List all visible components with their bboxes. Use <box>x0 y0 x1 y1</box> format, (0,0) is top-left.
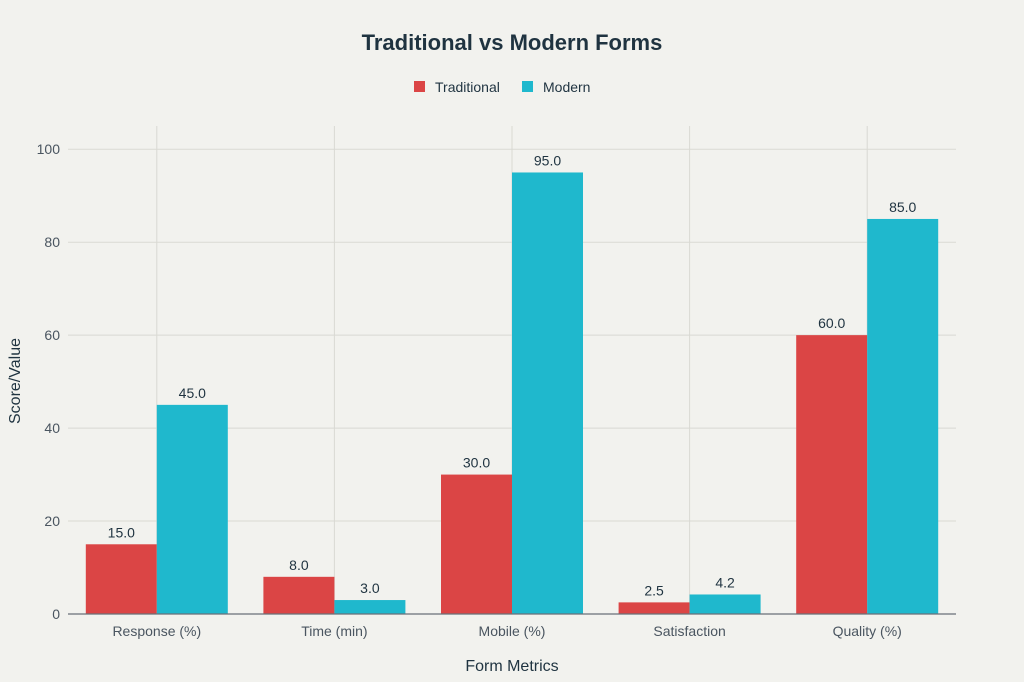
bar-traditional-0 <box>85 544 157 614</box>
x-tick-label: Mobile (%) <box>479 623 546 639</box>
bar-traditional-1 <box>263 576 335 614</box>
bar-modern-3 <box>689 594 761 614</box>
y-tick-label: 40 <box>44 420 60 436</box>
bar-modern-0 <box>156 404 228 614</box>
legend: Traditional Modern <box>414 79 590 95</box>
y-tick-label: 100 <box>37 141 61 157</box>
x-tick-label: Time (min) <box>301 623 367 639</box>
data-label-traditional-2: 30.0 <box>463 455 490 471</box>
bar-modern-1 <box>334 600 406 614</box>
bar-traditional-4 <box>796 335 868 614</box>
y-axis-title: Score/Value <box>7 338 24 424</box>
bar-modern-4 <box>867 218 939 614</box>
y-tick-label: 60 <box>44 327 60 343</box>
bar-traditional-2 <box>441 474 512 614</box>
bar-traditional-3 <box>618 602 690 614</box>
x-tick-label: Satisfaction <box>653 623 725 639</box>
legend-swatch-traditional <box>414 81 425 92</box>
data-label-traditional-4: 60.0 <box>818 315 845 331</box>
x-tick-label: Quality (%) <box>833 623 902 639</box>
data-label-modern-4: 85.0 <box>889 199 916 215</box>
legend-label-traditional: Traditional <box>435 79 500 95</box>
x-axis-title: Form Metrics <box>465 658 558 675</box>
y-axis-ticks: 0 20 40 60 80 100 <box>37 141 61 622</box>
data-labels: 15.0 45.0 8.0 3.0 30.0 95.0 2.5 4.2 60.0 85.0 <box>108 152 917 598</box>
data-label-modern-2: 95.0 <box>534 152 561 168</box>
y-tick-label: 20 <box>44 513 60 529</box>
legend-swatch-modern <box>522 81 533 92</box>
bars <box>85 172 939 614</box>
y-tick-label: 0 <box>52 606 60 622</box>
data-label-modern-0: 45.0 <box>179 385 206 401</box>
data-label-traditional-0: 15.0 <box>108 524 135 540</box>
legend-label-modern: Modern <box>543 79 590 95</box>
data-label-traditional-3: 2.5 <box>644 582 664 598</box>
y-tick-label: 80 <box>44 234 60 250</box>
chart-title: Traditional vs Modern Forms <box>362 30 663 55</box>
data-label-traditional-1: 8.0 <box>289 557 309 573</box>
x-tick-label: Response (%) <box>112 623 201 639</box>
data-label-modern-1: 3.0 <box>360 580 380 596</box>
bar-modern-2 <box>512 172 583 614</box>
data-label-modern-3: 4.2 <box>715 574 735 590</box>
x-axis-ticks: Response (%) Time (min) Mobile (%) Satisfac… <box>112 623 901 639</box>
